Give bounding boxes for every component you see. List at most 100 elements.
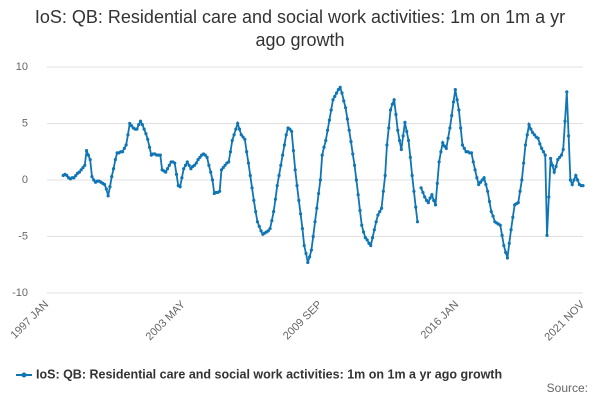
- data-point: [563, 119, 567, 123]
- data-point: [203, 153, 207, 157]
- data-point: [383, 173, 387, 178]
- data-point: [65, 173, 69, 178]
- data-point: [288, 127, 292, 131]
- data-point: [576, 178, 580, 182]
- data-point: [79, 168, 83, 172]
- data-point: [255, 220, 260, 224]
- data-point: [165, 167, 170, 171]
- data-point: [333, 94, 337, 98]
- data-point: [441, 141, 445, 145]
- data-point: [88, 158, 92, 162]
- data-point: [565, 90, 569, 94]
- data-point: [361, 230, 366, 234]
- data-point: [505, 256, 510, 260]
- data-point: [77, 170, 81, 174]
- data-point: [336, 88, 340, 92]
- data-point: [124, 143, 128, 147]
- data-point: [570, 182, 574, 187]
- data-point: [450, 113, 454, 118]
- data-point: [322, 145, 326, 149]
- data-point: [250, 186, 254, 190]
- data-point: [311, 234, 315, 239]
- data-point: [363, 236, 367, 240]
- data-point: [272, 210, 276, 214]
- data-point: [527, 123, 531, 127]
- chart-title: IoS: QB: Residential care and social wor…: [34, 7, 566, 50]
- data-point: [352, 163, 357, 167]
- data-point: [556, 158, 560, 162]
- data-point: [518, 189, 522, 193]
- data-point: [135, 127, 139, 131]
- data-point: [279, 163, 283, 167]
- data-point: [446, 136, 450, 140]
- data-point: [568, 178, 573, 182]
- data-point: [433, 203, 438, 207]
- data-point: [396, 128, 400, 132]
- data-point: [128, 121, 132, 126]
- data-point: [504, 250, 508, 254]
- data-point: [223, 163, 227, 167]
- data-point: [302, 243, 306, 248]
- data-point: [370, 236, 375, 240]
- data-point: [442, 144, 447, 148]
- data-point: [415, 220, 420, 224]
- data-point: [297, 198, 301, 202]
- data-point: [376, 213, 380, 217]
- data-point: [414, 205, 418, 209]
- data-point: [408, 155, 412, 159]
- data-point: [72, 176, 76, 180]
- source: Source:: [547, 381, 588, 395]
- data-point: [354, 178, 358, 182]
- data-point: [356, 193, 360, 197]
- data-point: [334, 91, 339, 95]
- data-point: [439, 150, 443, 154]
- x-tick-label: 2009 SEP: [281, 299, 325, 343]
- data-point: [241, 135, 245, 139]
- data-point: [158, 153, 162, 157]
- data-point: [538, 142, 542, 146]
- data-point: [129, 124, 134, 128]
- x-tick-label: 1997 JAN: [9, 299, 52, 342]
- data-point: [381, 189, 385, 193]
- data-point: [520, 178, 524, 182]
- data-point: [137, 123, 141, 127]
- data-point: [284, 133, 288, 137]
- data-point: [388, 108, 393, 112]
- data-point: [320, 153, 324, 157]
- data-point: [318, 178, 322, 182]
- data-point: [142, 127, 146, 131]
- y-tick-label: 10: [16, 61, 28, 73]
- data-point: [234, 127, 238, 131]
- data-point: [232, 133, 236, 137]
- data-point: [460, 143, 465, 147]
- data-point: [81, 165, 85, 170]
- data-point: [343, 106, 348, 110]
- data-point: [498, 223, 502, 227]
- data-point: [547, 195, 551, 199]
- data-point: [372, 228, 376, 232]
- data-point: [189, 167, 193, 171]
- data-point: [205, 155, 209, 159]
- data-point: [487, 199, 492, 204]
- data-point: [113, 158, 117, 162]
- data-point: [385, 143, 389, 147]
- data-point: [365, 238, 369, 242]
- legend-marker: [21, 372, 27, 378]
- data-point: [406, 138, 411, 143]
- data-point: [469, 151, 474, 155]
- data-point: [90, 175, 94, 179]
- data-point: [106, 194, 110, 198]
- data-point: [410, 173, 414, 178]
- data-point: [545, 233, 549, 237]
- data-point: [111, 167, 116, 171]
- legend-label: IoS: QB: Residential care and social wor…: [36, 367, 502, 381]
- data-point: [182, 167, 186, 171]
- data-point: [102, 182, 107, 187]
- data-point: [567, 134, 571, 138]
- data-point: [475, 176, 479, 180]
- data-point: [140, 123, 144, 127]
- data-point: [403, 120, 407, 124]
- data-point: [484, 182, 488, 187]
- data-point: [392, 98, 396, 102]
- data-point: [273, 197, 278, 201]
